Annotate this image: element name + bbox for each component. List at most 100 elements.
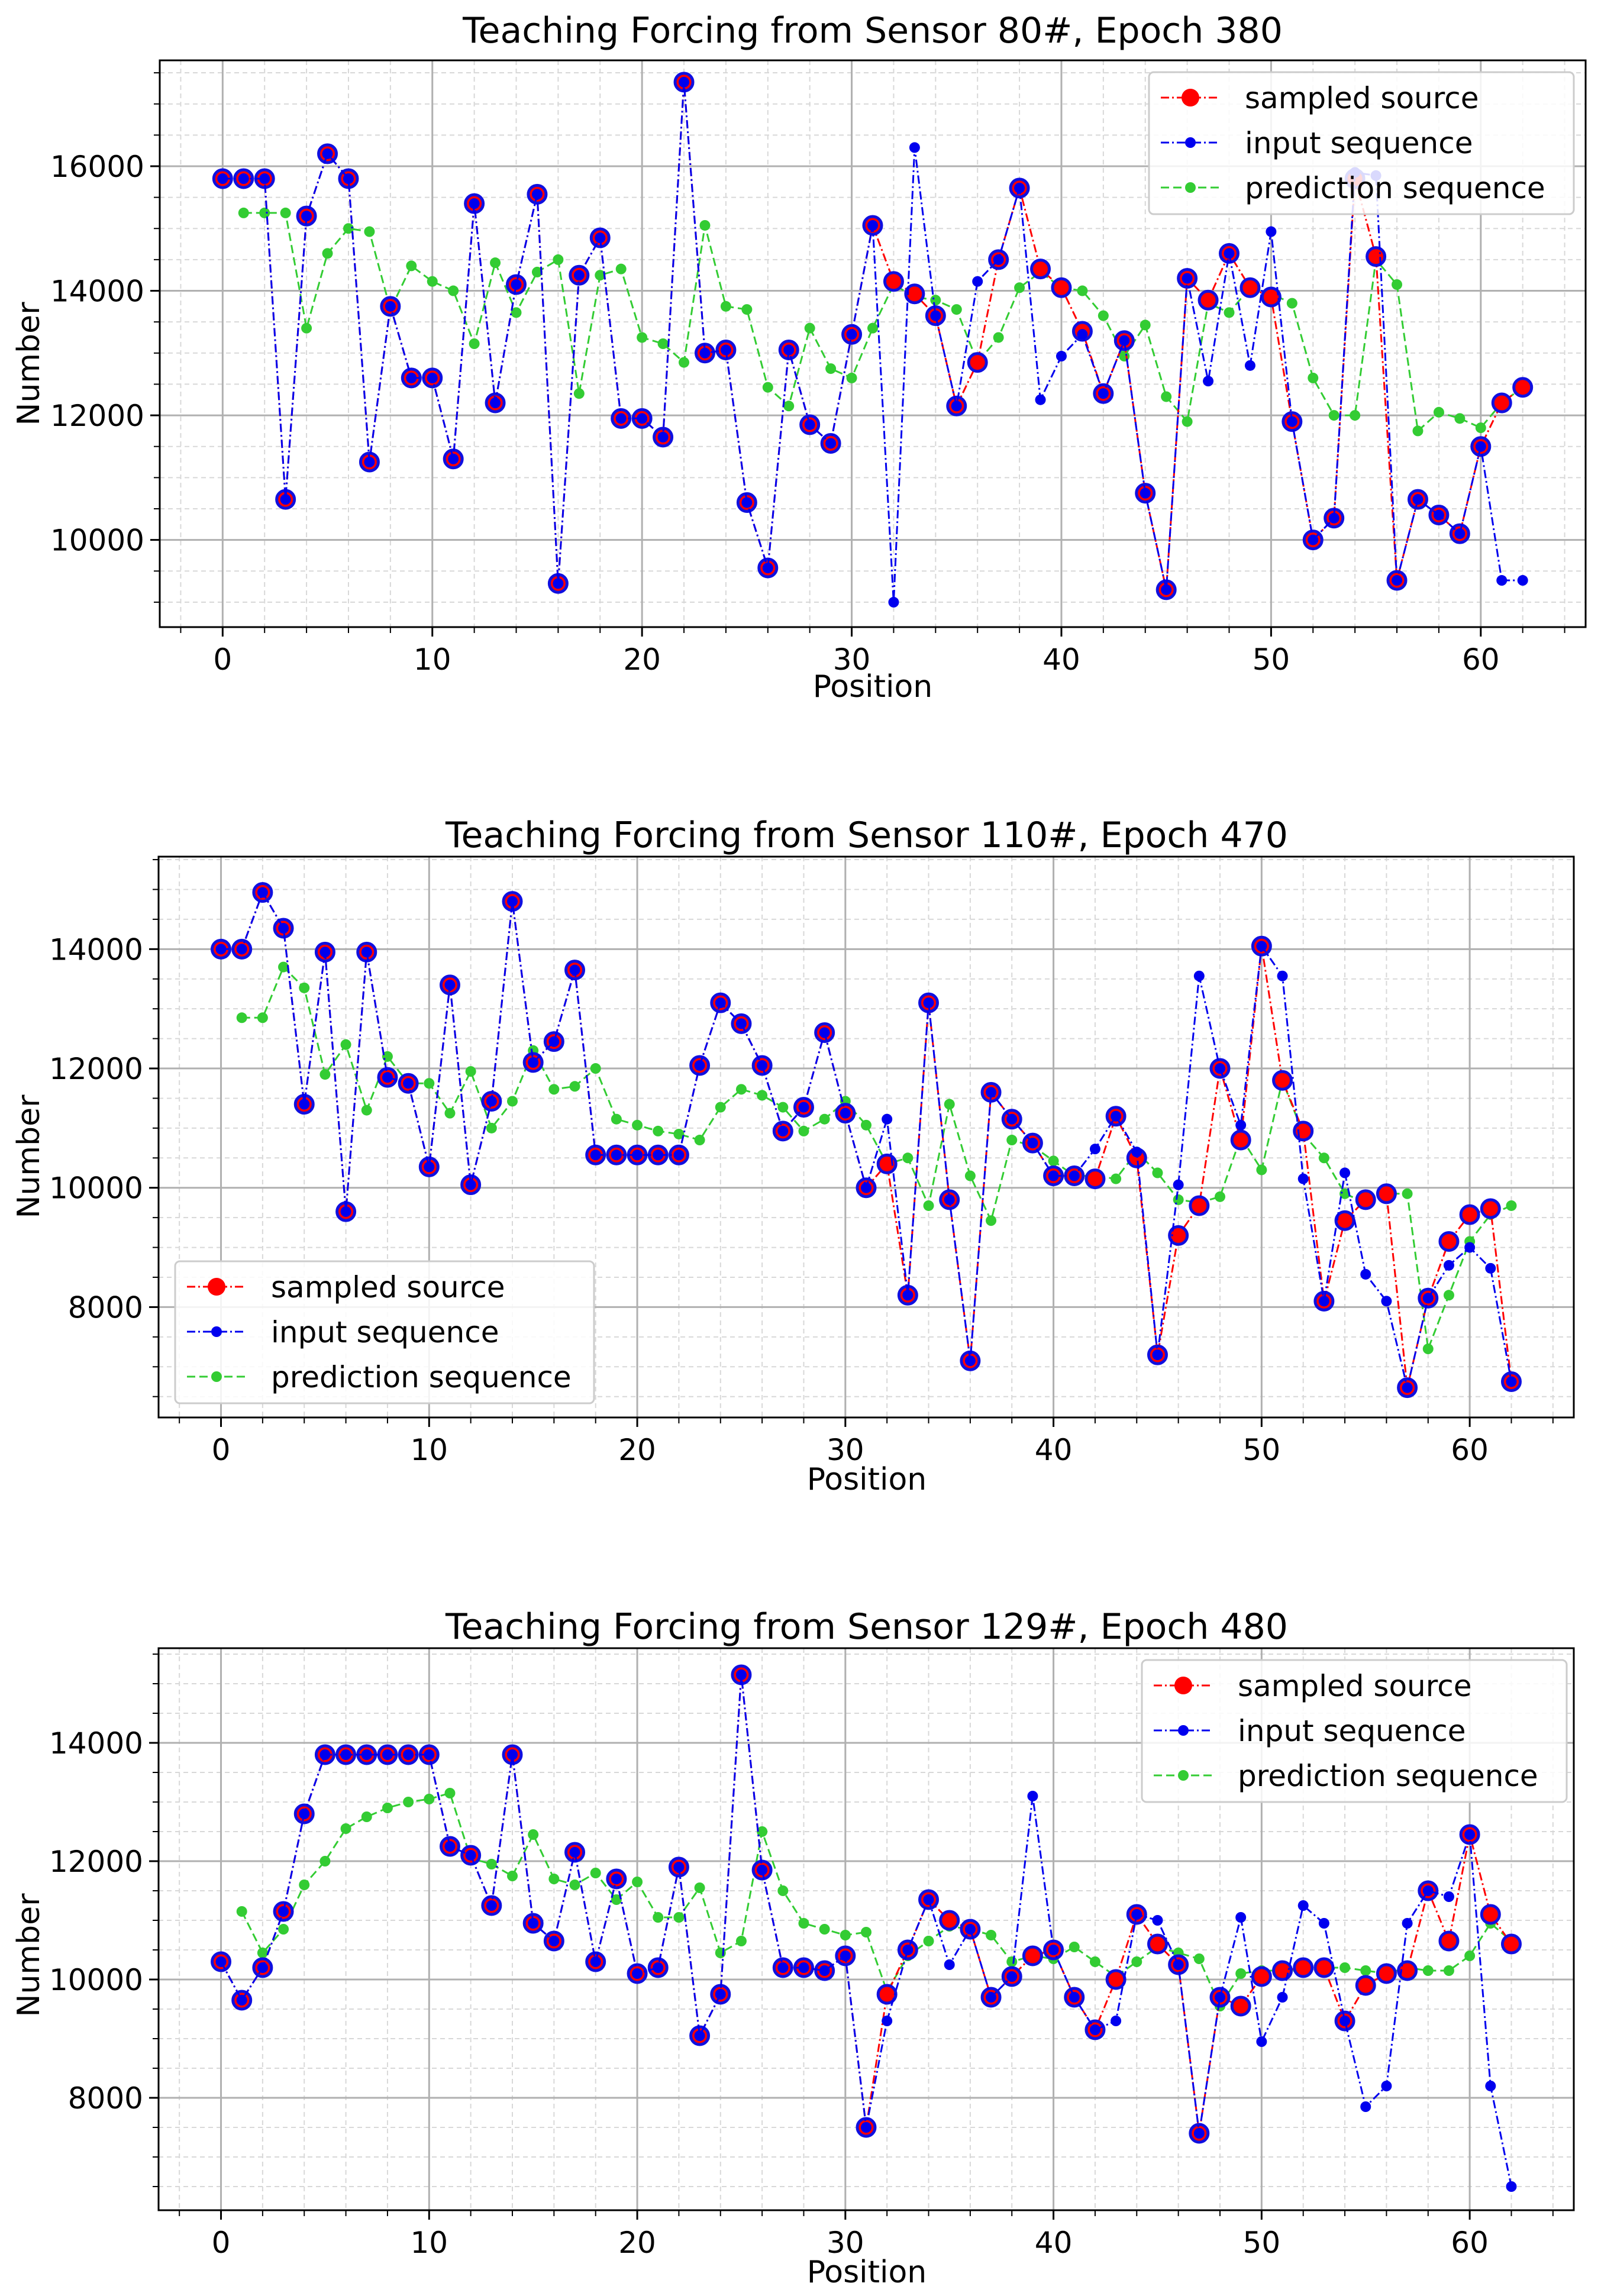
chart-3-ytick-label: 8000 [68, 2081, 143, 2116]
chart-3-prediction-point [819, 1924, 830, 1935]
chart-3-prediction-point [1443, 1965, 1454, 1976]
chart-1-input-point [615, 413, 627, 424]
chart-3-input-point [1318, 1918, 1329, 1929]
chart-2-sampled-point [1230, 1129, 1251, 1151]
chart-2-prediction-point [694, 1135, 705, 1146]
chart-panel-1: Teaching Forcing from Sensor 80#, Epoch … [11, 10, 1587, 705]
chart-1-prediction-point [531, 266, 543, 277]
chart-1-sampled-point [883, 271, 904, 292]
chart-1-prediction-point [867, 322, 878, 334]
chart-2-prediction-point [319, 1069, 331, 1080]
chart-2-prediction-point [1339, 1188, 1351, 1199]
chart-3-prediction-point [444, 1788, 456, 1798]
chart-1-input-point [1266, 226, 1277, 237]
chart-3-input-point [757, 1865, 768, 1875]
chart-1-sampled-point [1366, 246, 1387, 267]
chart-1-input-point [1035, 394, 1046, 405]
chart-1-prediction-point [406, 260, 417, 272]
chart-3-input-point [1485, 2081, 1496, 2091]
chart-1-prediction-point [1098, 310, 1109, 321]
chart-3-input-point [1069, 1992, 1080, 2003]
chart-3-input-point [340, 1749, 351, 1760]
chart-3-input-point [486, 1900, 497, 1911]
chart-1-prediction-point [930, 295, 941, 306]
chart-1-prediction-point [427, 276, 438, 287]
chart-1-input-point [1475, 441, 1486, 452]
chart-3-prediction-point [486, 1859, 497, 1869]
chart-2-input-point [1089, 1144, 1100, 1155]
chart-1-prediction-point [637, 332, 648, 343]
chart-1-prediction-point [657, 338, 669, 349]
chart-1-input-point [385, 301, 396, 312]
chart-3-prediction-point [299, 1880, 310, 1890]
chart-3-input-point [1339, 2016, 1351, 2026]
chart-2-prediction-point [507, 1096, 518, 1107]
chart-1-prediction-point [553, 254, 564, 265]
chart-1-prediction-point [259, 207, 270, 218]
chart-2-prediction-point [964, 1170, 976, 1181]
chart-1-prediction-point [238, 207, 249, 218]
chart-2-prediction-point [986, 1215, 997, 1226]
chart-1-input-point [783, 344, 795, 356]
chart-2-axes-frame [157, 855, 1575, 1419]
chart-2-input-point [569, 964, 580, 976]
chart-1-input-point [1412, 494, 1424, 505]
chart-3-sampled-point [1438, 1930, 1460, 1952]
chart-1-prediction-point [1161, 391, 1172, 402]
chart-2-ytick-label: 12000 [49, 1052, 143, 1086]
chart-2-input-point [1193, 970, 1205, 981]
chart-2-input-point [1277, 970, 1288, 981]
chart-1-input-point [531, 189, 543, 200]
chart-1-prediction-point [1308, 372, 1319, 383]
chart-3-input-point [215, 1956, 227, 1967]
chart-2-input-point [1131, 1147, 1142, 1158]
chart-3-xtick-label: 10 [410, 2226, 448, 2260]
chart-2-input-point [1443, 1260, 1454, 1271]
chart-2-sampled-point [1438, 1231, 1460, 1252]
chart-3-prediction-point [340, 1823, 351, 1834]
chart-2-sampled-point [1355, 1189, 1376, 1210]
chart-2-prediction-point [757, 1090, 768, 1101]
chart-3-prediction-point [319, 1856, 331, 1866]
chart-1-input-point [1161, 584, 1172, 595]
chart-1-input-point [448, 453, 459, 464]
chart-1-ytick-label: 10000 [50, 524, 144, 558]
chart-3-legend-prediction-label: prediction sequence [1238, 1759, 1538, 1793]
chart-3-input-point [923, 1894, 934, 1905]
chart-2-input-point [1256, 941, 1267, 952]
chart-3-input-point [902, 1945, 914, 1955]
chart-2-input-point [840, 1107, 851, 1119]
chart-3-prediction-point [840, 1930, 851, 1940]
chart-1-sampled-point [1512, 377, 1534, 398]
chart-1-prediction-point [699, 219, 711, 231]
chart-2-input-point [1485, 1262, 1496, 1274]
chart-3-xlabel: Position [807, 2255, 927, 2290]
chart-1-input-point [280, 494, 291, 505]
chart-1-legend-box [1148, 71, 1575, 215]
chart-1-prediction-point [1412, 425, 1424, 437]
chart-3-prediction-point [923, 1936, 934, 1946]
chart-1-prediction-point [846, 372, 857, 383]
chart-1-sampled-point [1051, 277, 1072, 298]
chart-3-input-point [382, 1749, 393, 1760]
chart-2-sampled-point [1459, 1204, 1480, 1225]
chart-1-input-point [972, 276, 983, 287]
chart-2-input-point [715, 997, 726, 1009]
chart-1-input-point [217, 173, 228, 185]
chart-2-sampled-point [1334, 1210, 1355, 1231]
chart-1-prediction-point [343, 223, 354, 234]
chart-2-prediction-point [1006, 1135, 1018, 1146]
chart-3-prediction-point [653, 1912, 664, 1923]
chart-3-legend-sampled-label: sampled source [1238, 1669, 1471, 1703]
chart-3-input-point [777, 1962, 789, 1973]
chart-2-prediction-point [735, 1084, 747, 1095]
chart-2-input-point [777, 1125, 789, 1136]
chart-3-prediction-point [1235, 1968, 1247, 1979]
chart-1-input-point [657, 431, 669, 443]
chart-1-input-point [1224, 248, 1235, 259]
chart-3-sampled-point [1397, 1960, 1418, 1981]
chart-1-ytick-label: 12000 [50, 399, 144, 433]
chart-3-input-point [1464, 1829, 1476, 1840]
chart-1-prediction-point [1140, 319, 1151, 331]
